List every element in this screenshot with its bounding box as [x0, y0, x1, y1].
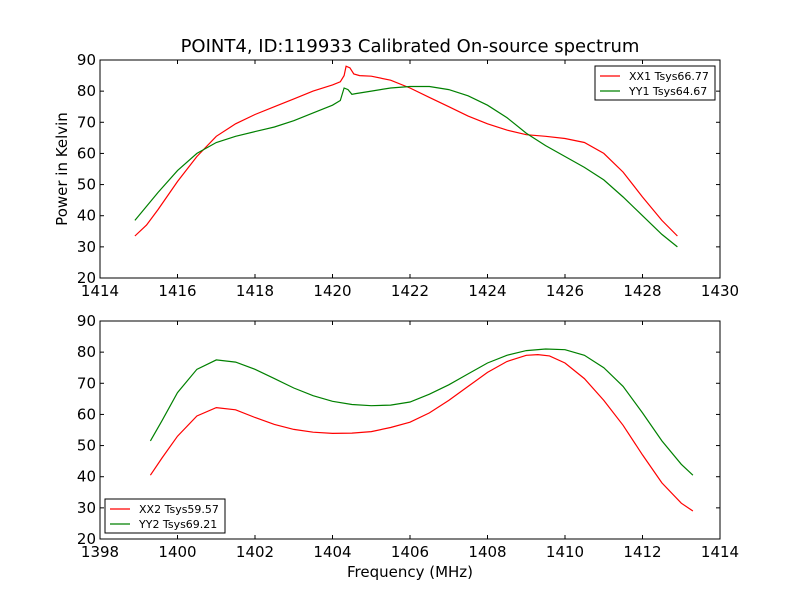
x-tick-label: 1400 [158, 543, 196, 561]
legend-entry: YY1 Tsys64.67 [628, 85, 707, 98]
legend: XX1 Tsys66.77 YY1 Tsys64.67 [594, 65, 716, 101]
y-tick-label: 30 [77, 238, 96, 256]
subplot-2: 1398 1400 1402 1404 1406 1408 1410 1412 1414 20 30… [77, 312, 739, 581]
legend-entry: XX2 Tsys59.57 [139, 503, 219, 516]
y-tick-label: 90 [77, 51, 96, 69]
chart-title: POINT4, ID:119933 Calibrated On-source s… [181, 36, 640, 57]
x-tick-label: 1408 [468, 543, 506, 561]
x-axis-label: Frequency (MHz) [347, 563, 473, 581]
y-tick-label: 20 [77, 530, 96, 548]
y-tick-label: 40 [77, 207, 96, 225]
x-tick-label: 1414 [701, 543, 739, 561]
legend-entry: XX1 Tsys66.77 [629, 70, 709, 83]
x-tick-label: 1402 [236, 543, 274, 561]
x-tick-label: 1398 [81, 543, 119, 561]
legend-box [594, 65, 716, 101]
x-tick-label: 1430 [701, 282, 739, 300]
x-tick-label: 1410 [546, 543, 584, 561]
x-tick-label: 1404 [313, 543, 351, 561]
series-line-1-1 [134, 65, 678, 237]
x-tick-label: 1422 [391, 282, 429, 300]
y-tick-label: 50 [77, 437, 96, 455]
y-tick-label: 60 [77, 144, 96, 162]
legend-box [104, 498, 226, 534]
y-axis-label: Power in Kelvin [53, 112, 71, 226]
legend: XX2 Tsys59.57 YY2 Tsys69.21 [104, 498, 226, 534]
x-tick-label: 1414 [81, 282, 119, 300]
series-line-2-1 [149, 353, 694, 512]
series-line-2-2 [149, 348, 694, 476]
series-line-1-2 [134, 85, 678, 248]
y-tick-label: 50 [77, 176, 96, 194]
x-tick-label: 1426 [546, 282, 584, 300]
x-tick-label: 1418 [236, 282, 274, 300]
y-tick-label: 80 [77, 343, 96, 361]
x-tick-label: 1420 [313, 282, 351, 300]
y-tick-label: 80 [77, 82, 96, 100]
y-tick-label: 30 [77, 499, 96, 517]
y-tick-label: 90 [77, 312, 96, 330]
legend-entry: YY2 Tsys69.21 [138, 518, 217, 531]
y-tick-label: 60 [77, 405, 96, 423]
x-tick-label: 1416 [158, 282, 196, 300]
x-tick-label: 1412 [623, 543, 661, 561]
x-tick-label: 1406 [391, 543, 429, 561]
subplot-1: 1414 1416 1418 1420 1422 1424 1426 1428 1430 20 30… [53, 36, 739, 300]
y-tick-label: 40 [77, 468, 96, 486]
y-tick-label: 70 [77, 113, 96, 131]
x-tick-label: 1428 [623, 282, 661, 300]
y-tick-label: 70 [77, 374, 96, 392]
x-tick-label: 1424 [468, 282, 506, 300]
y-tick-label: 20 [77, 269, 96, 287]
